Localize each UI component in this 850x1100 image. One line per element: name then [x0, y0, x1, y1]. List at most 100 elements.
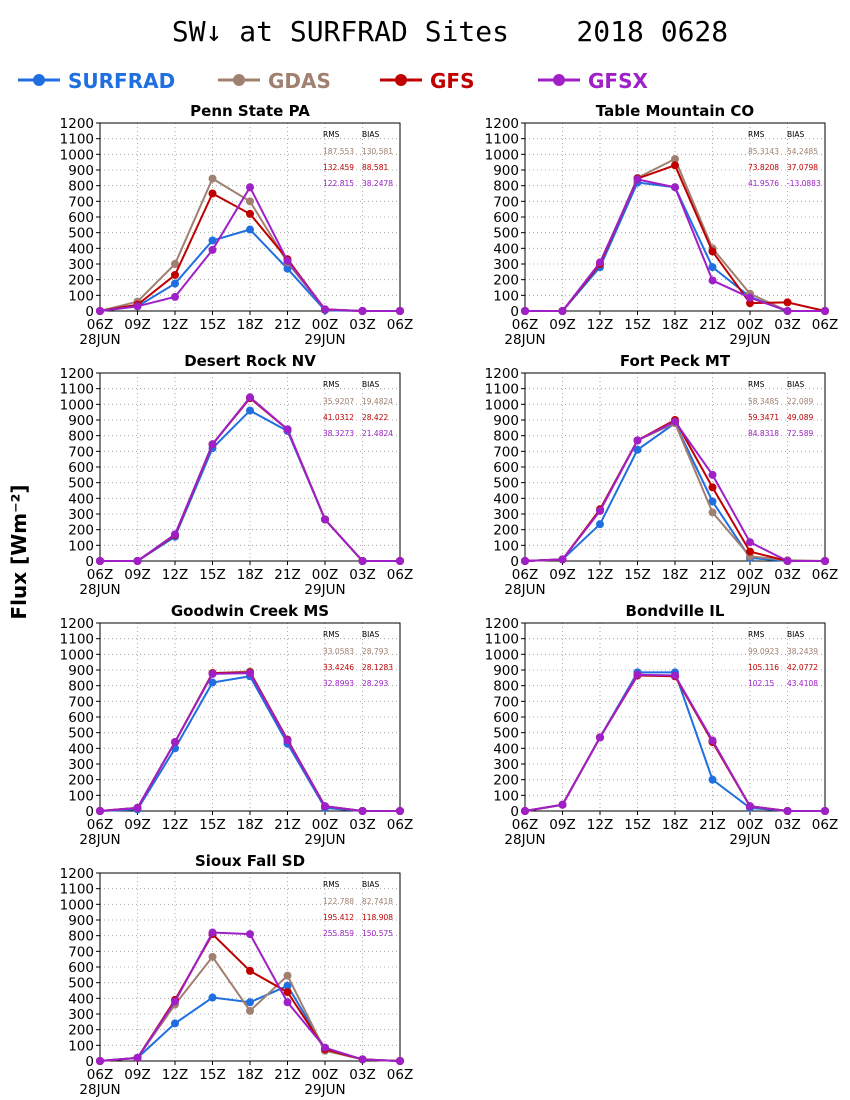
- panel-4: Goodwin Creek MS 010020030040050060070080…: [60, 602, 414, 848]
- y-tick-label: 100: [68, 288, 94, 304]
- stats-rms-gdas: 58.3485: [748, 397, 779, 406]
- y-tick-label: 400: [493, 241, 519, 257]
- data-point: [208, 928, 217, 937]
- y-tick-label: 800: [68, 929, 94, 945]
- x-date-label: 28JUN: [504, 332, 545, 348]
- stats-bias-gfs: 42.0772: [787, 663, 818, 672]
- series-line: [524, 421, 825, 562]
- data-point: [283, 736, 292, 745]
- series-line: [99, 185, 400, 312]
- y-tick-label: 700: [68, 694, 94, 710]
- stats-rms-gfs: 73.8208: [748, 163, 779, 172]
- y-tick-label: 300: [68, 257, 94, 273]
- stats-bias-gdas: 82.7418: [362, 897, 393, 906]
- series-line: [100, 396, 400, 562]
- x-tick-label: 00Z: [312, 567, 338, 583]
- data-point: [596, 258, 604, 267]
- y-tick-label: 0: [510, 554, 519, 570]
- x-tick-label: 09Z: [124, 1067, 150, 1083]
- stats-bias-gfsx: 21.4824: [362, 429, 393, 438]
- x-tick-label: 06Z: [87, 567, 113, 583]
- data-point: [558, 555, 567, 564]
- x-tick-label: 06Z: [87, 317, 113, 333]
- legend-marker: [33, 74, 45, 86]
- x-tick-label: 09Z: [124, 817, 150, 833]
- data-point: [208, 236, 217, 245]
- x-date-label: 29JUN: [729, 582, 770, 598]
- y-tick-label: 600: [68, 210, 94, 226]
- data-point: [133, 1053, 142, 1062]
- y-tick-label: 400: [68, 741, 94, 757]
- data-point: [396, 807, 404, 815]
- y-tick-label: 300: [68, 507, 94, 523]
- stats-rms-gfs: 132.459: [323, 163, 354, 172]
- data-point: [171, 270, 179, 279]
- x-tick-label: 12Z: [587, 317, 613, 333]
- y-tick-label: 700: [493, 694, 519, 710]
- stats-header-rms: RMS: [323, 130, 340, 139]
- data-point: [358, 807, 367, 815]
- panel-1: Table Mountain CO01002003004005006007008…: [485, 102, 839, 348]
- x-tick-label: 09Z: [549, 817, 575, 833]
- y-tick-label: 200: [68, 1023, 94, 1039]
- stats-bias-gfsx: 38.2478: [362, 179, 393, 188]
- data-point: [208, 440, 217, 449]
- y-tick-label: 1000: [60, 897, 94, 913]
- legend-label: GFS: [430, 69, 474, 93]
- legend: SURFRAD GDAS GFS GFSX: [18, 69, 648, 93]
- stats-header-bias: BIAS: [787, 380, 804, 389]
- y-tick-label: 1100: [60, 382, 94, 398]
- x-tick-label: 00Z: [312, 317, 338, 333]
- data-point: [246, 669, 254, 678]
- x-tick-label: 00Z: [737, 817, 763, 833]
- y-tick-label: 0: [85, 804, 94, 820]
- series-line: [99, 672, 400, 812]
- y-tick-label: 400: [493, 491, 519, 507]
- data-point: [633, 175, 642, 184]
- series-gfsx: [96, 669, 404, 815]
- x-tick-label: 06Z: [387, 1067, 413, 1083]
- data-point: [596, 733, 604, 742]
- y-tick-label: 1100: [485, 132, 519, 148]
- stats-rms-gdas: 33.0583: [323, 647, 354, 656]
- data-point: [671, 417, 679, 426]
- data-point: [208, 678, 217, 687]
- data-point: [283, 971, 292, 980]
- stats-rms-gdas: 85.3143: [748, 147, 779, 156]
- y-tick-label: 0: [510, 304, 519, 320]
- x-tick-label: 15Z: [624, 567, 650, 583]
- y-tick-label: 500: [68, 726, 94, 742]
- y-tick-label: 1000: [485, 397, 519, 413]
- stats-bias-gfsx: 28.293: [362, 679, 388, 688]
- stats-rms-gdas: 187.553: [323, 147, 354, 156]
- x-tick-label: 21Z: [699, 567, 725, 583]
- y-tick-label: 1200: [485, 366, 519, 382]
- data-point: [208, 993, 217, 1002]
- y-tick-label: 900: [68, 663, 94, 679]
- data-point: [521, 557, 529, 565]
- x-tick-label: 06Z: [87, 1067, 113, 1083]
- data-point: [246, 197, 254, 206]
- stats-header-bias: BIAS: [787, 630, 804, 639]
- y-tick-label: 800: [68, 429, 94, 445]
- data-point: [171, 279, 179, 288]
- y-tick-label: 200: [68, 773, 94, 789]
- x-tick-label: 03Z: [349, 817, 375, 833]
- x-tick-label: 06Z: [812, 567, 838, 583]
- y-tick-label: 0: [85, 554, 94, 570]
- x-tick-label: 09Z: [124, 567, 150, 583]
- stats-rms-gfsx: 122.815: [323, 179, 354, 188]
- y-tick-label: 600: [68, 960, 94, 976]
- y-tick-label: 200: [68, 523, 94, 539]
- stats-bias-gfs: 28.422: [362, 413, 388, 422]
- data-point: [246, 393, 254, 402]
- legend-item-gdas: GDAS: [218, 69, 331, 93]
- y-tick-label: 900: [68, 413, 94, 429]
- stats-rms-gfs: 105.116: [748, 663, 779, 672]
- legend-item-surfrad: SURFRAD: [18, 69, 175, 93]
- x-date-label: 28JUN: [504, 832, 545, 848]
- panel-title: Sioux Fall SD: [195, 852, 305, 870]
- series-gfsx: [96, 928, 404, 1065]
- y-tick-label: 800: [68, 179, 94, 195]
